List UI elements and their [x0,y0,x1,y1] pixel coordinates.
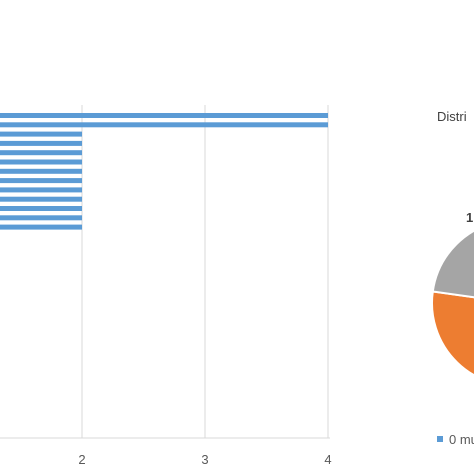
x-tick-label: 3 [201,452,208,467]
bar [0,178,82,184]
x-tick-labels: 2 3 4 [78,452,331,467]
bar [0,159,82,165]
bar [0,196,82,202]
bar-chart: 2 3 4 [0,105,332,467]
x-tick-label: 2 [78,452,85,467]
x-tick-label: 4 [324,452,331,467]
pie-slices [431,229,474,377]
pie-slice [431,229,474,299]
bar [0,206,82,211]
pie-chart: Distri 1 0 mu [431,109,474,447]
bar [0,122,328,128]
bar [0,224,82,230]
bars [0,113,328,230]
bar [0,187,82,193]
pie-slice-label: 1 [466,210,473,225]
bar [0,215,82,221]
bar [0,168,82,174]
pie-slice [431,290,474,377]
bar [0,150,82,156]
legend-entry: 0 mu [449,432,474,447]
bar [0,113,328,118]
gridlines [81,105,329,438]
bar [0,131,82,137]
legend-swatch [437,436,443,442]
bar [0,140,82,146]
pie-title: Distri [437,109,467,124]
